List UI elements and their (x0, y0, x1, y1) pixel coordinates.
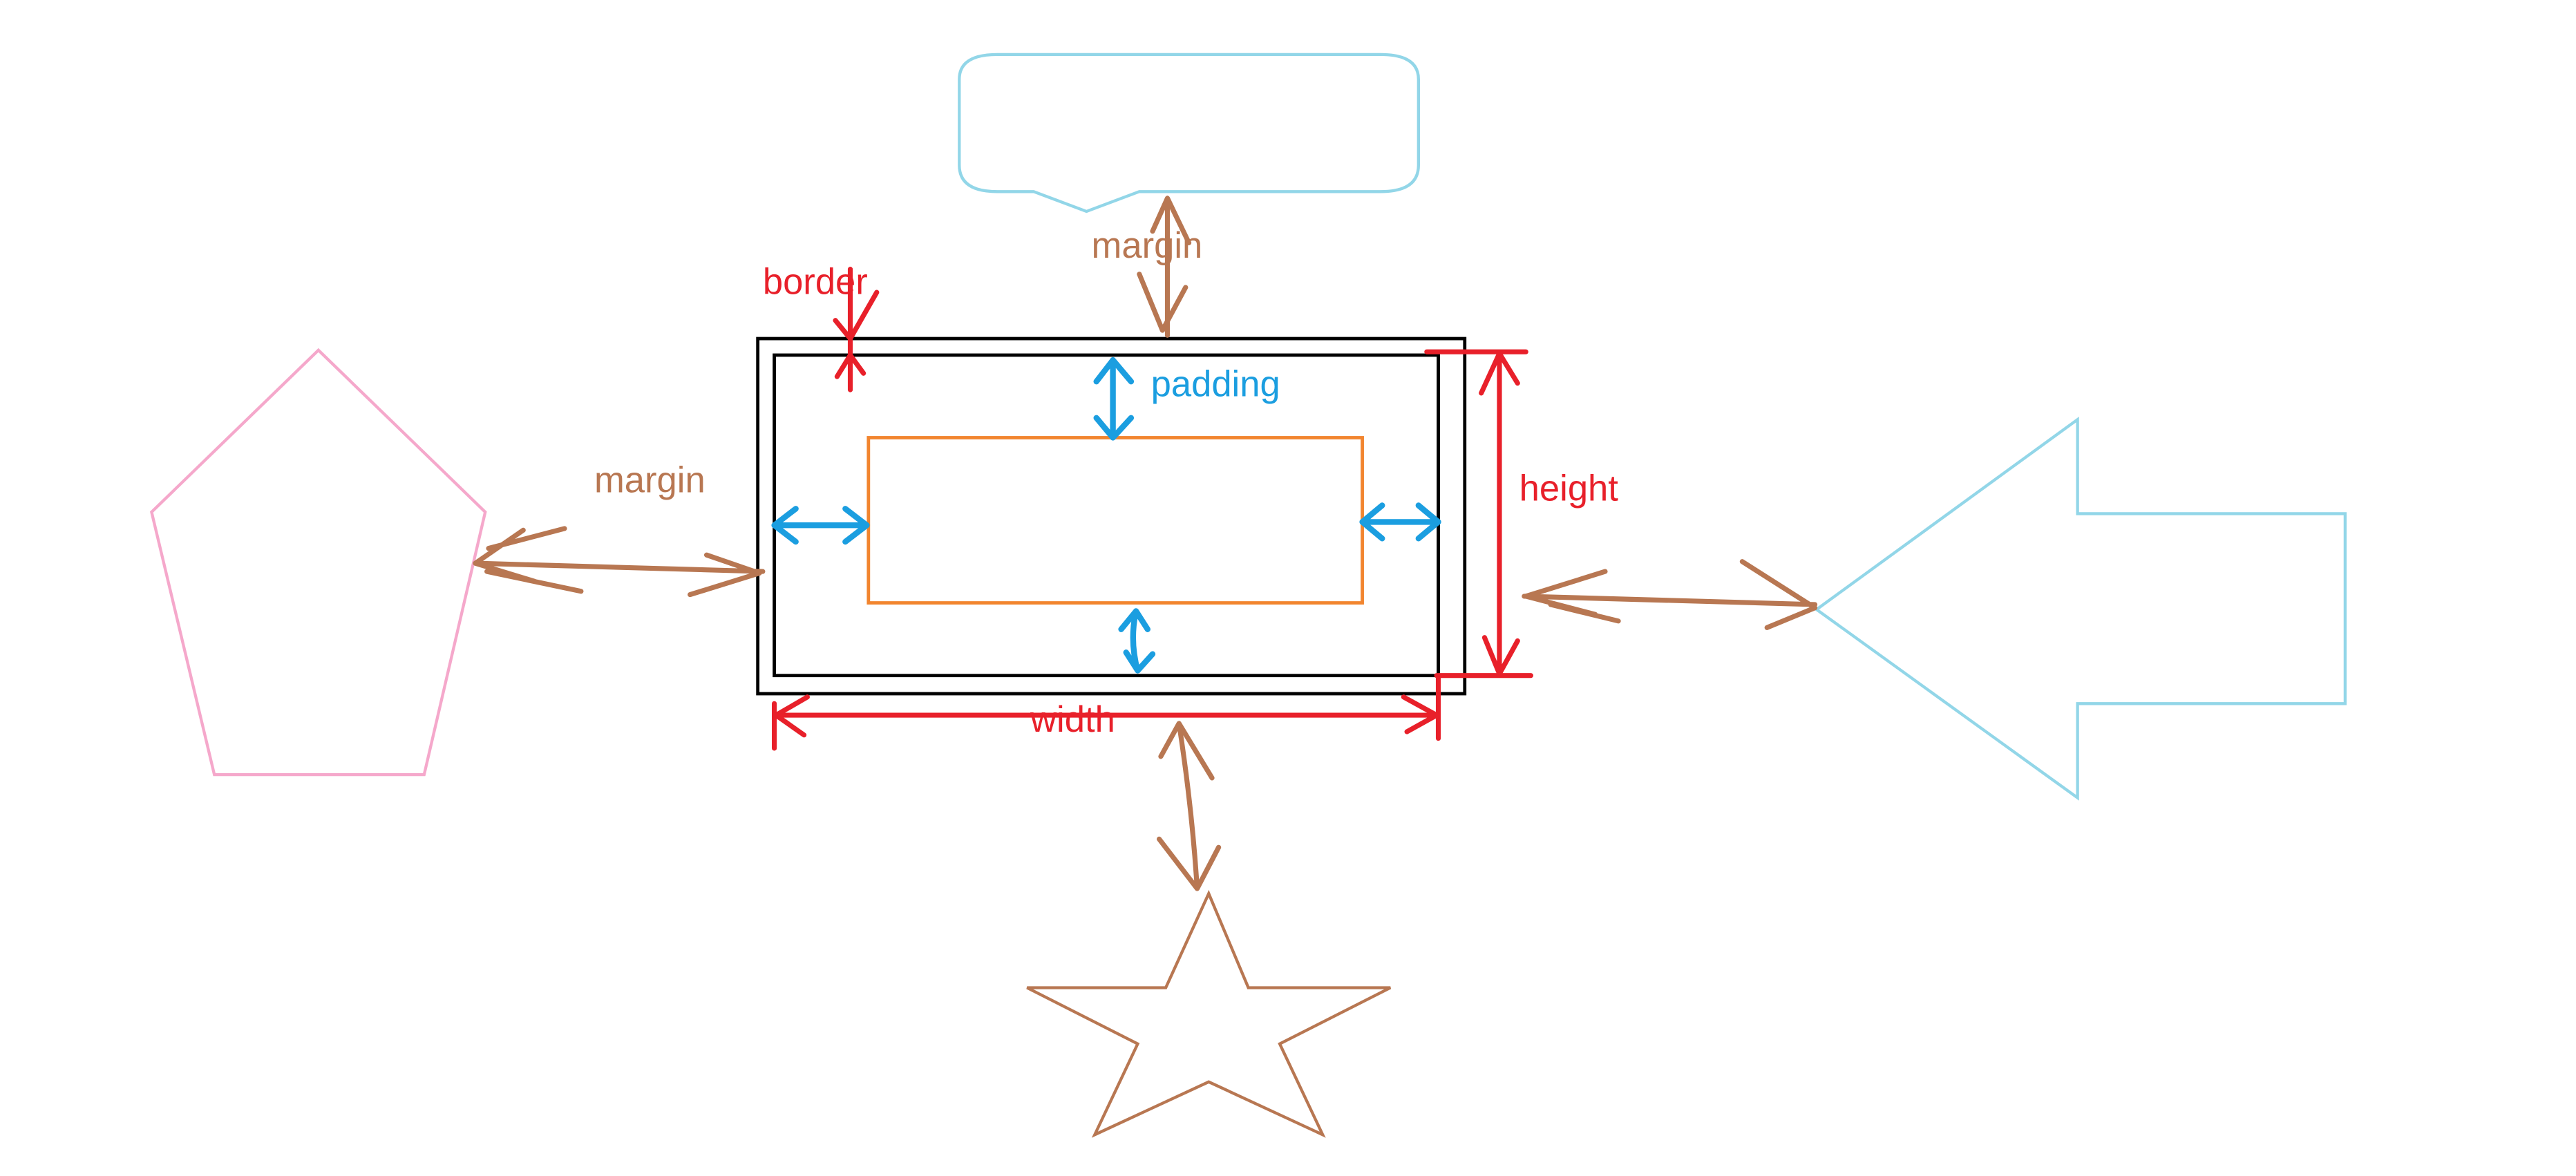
border-arrow (833, 267, 880, 392)
inner-border-box (773, 353, 1440, 678)
pentagon-shape (149, 348, 487, 777)
speech-bubble-shape (958, 53, 1420, 214)
outer-border-box (756, 336, 1467, 696)
height-label: height (1519, 468, 1619, 509)
padding-arrow-bottom (1118, 608, 1156, 674)
width-arrow (773, 694, 1439, 738)
padding-label: padding (1151, 364, 1280, 405)
border-label: border (763, 262, 868, 303)
margin-arrow-left (473, 526, 766, 598)
width-label: width (1030, 699, 1115, 740)
padding-arrows (771, 357, 1441, 674)
dimension-lines (771, 267, 1533, 751)
margin-arrow-top (1137, 196, 1192, 338)
content-box (866, 436, 1364, 605)
star-shape (1026, 889, 1392, 1138)
padding-arrow-top (1093, 357, 1135, 441)
margin-arrow-right (1522, 559, 1818, 630)
margin-label-left: margin (594, 459, 705, 500)
margin-label-top: margin (1092, 225, 1203, 266)
height-arrow (1479, 350, 1520, 676)
block-arrow-shape (1814, 416, 2347, 801)
width-ticks (771, 674, 1441, 751)
height-ticks (1424, 349, 1533, 679)
padding-arrow-right (1359, 502, 1441, 542)
padding-arrow-left (771, 506, 870, 545)
margin-arrow-bottom (1156, 721, 1222, 891)
margin-arrows (473, 196, 1818, 891)
